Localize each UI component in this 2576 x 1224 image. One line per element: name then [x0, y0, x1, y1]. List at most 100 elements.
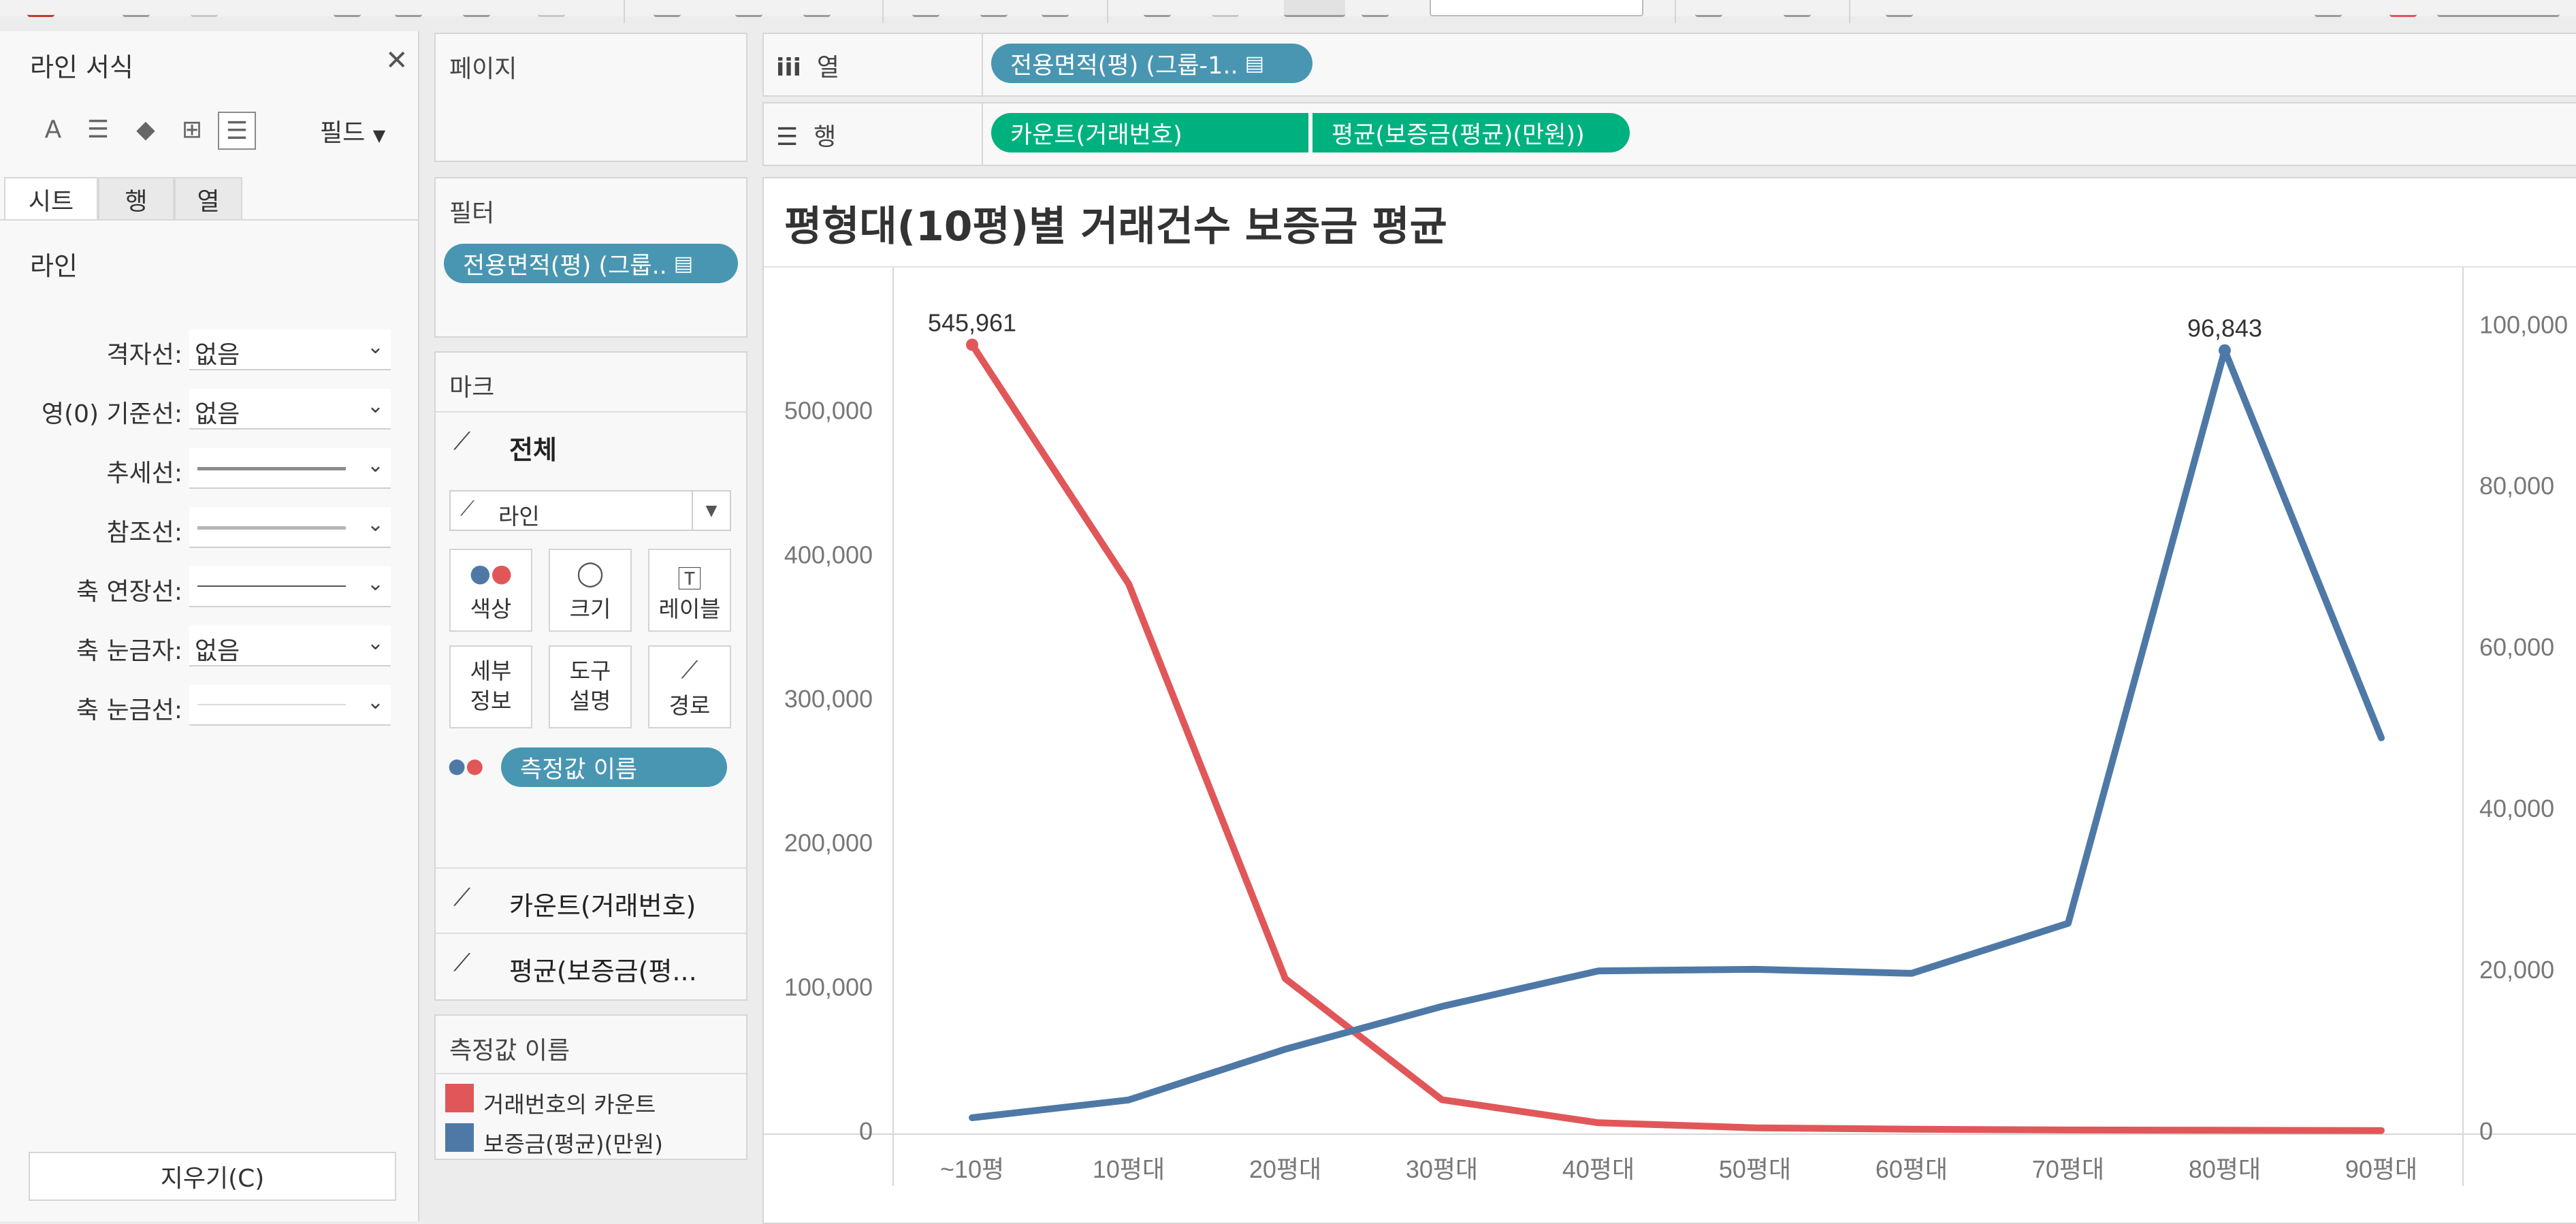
- sort-ascending-icon[interactable]: [980, 0, 1008, 17]
- data-label-marker[interactable]: [2219, 344, 2231, 357]
- lines-icon[interactable]: ☰: [218, 112, 256, 150]
- data-point[interactable]: [1283, 976, 1287, 981]
- rows-pill-label: 평균(보증금(평균)(만원)): [1332, 121, 1585, 149]
- line-mark-icon: ⟋: [460, 497, 474, 521]
- data-point[interactable]: [2066, 1127, 2070, 1132]
- duplicate-sheet-icon[interactable]: [735, 0, 762, 17]
- color-button[interactable]: ●● 색상: [449, 549, 532, 632]
- path-button[interactable]: ⟋ 경로: [648, 645, 731, 728]
- format-row-dropdown[interactable]: ⌄: [189, 448, 391, 489]
- tableau-logo-icon[interactable]: [27, 0, 54, 17]
- legend-title: 측정값 이름: [449, 1037, 570, 1065]
- borders-icon[interactable]: ⊞: [181, 115, 203, 144]
- fix-axes-icon[interactable]: [1784, 0, 1811, 17]
- data-point[interactable]: [1127, 581, 1131, 586]
- tooltip-icon[interactable]: [1886, 0, 1913, 17]
- format-row-dropdown[interactable]: ⌄: [189, 685, 391, 726]
- chart-title[interactable]: 평형대(10평)별 거래건수 보증금 평균: [784, 203, 1447, 251]
- new-sheet-icon[interactable]: [654, 0, 681, 17]
- field-dropdown[interactable]: 필드 ▼: [320, 113, 385, 148]
- pin-icon[interactable]: [1362, 0, 1389, 17]
- format-row-dropdown[interactable]: ⌄: [189, 566, 391, 607]
- alignment-icon[interactable]: ☰: [86, 115, 110, 144]
- legend-item-label[interactable]: 거래번호의 카운트: [483, 1091, 656, 1118]
- font-icon[interactable]: A: [44, 115, 62, 144]
- data-point[interactable]: [2379, 735, 2383, 740]
- format-row-dropdown[interactable]: 없음 ⌄: [189, 329, 391, 370]
- marks-count-label: 카운트(거래번호): [509, 891, 696, 921]
- new-datasource-icon[interactable]: [395, 0, 422, 17]
- clear-sheet-icon[interactable]: [803, 0, 831, 17]
- sort-descending-icon[interactable]: [1042, 0, 1069, 17]
- pause-icon[interactable]: [463, 0, 490, 17]
- group-icon[interactable]: [1212, 0, 1239, 17]
- mark-type-dropdown[interactable]: ⟋ 라인 ▼: [449, 490, 731, 531]
- fit-dropdown[interactable]: [1430, 0, 1643, 16]
- legend-swatch[interactable]: [445, 1084, 474, 1112]
- marks-count-row[interactable]: ⟋ 카운트(거래번호): [436, 867, 746, 933]
- run-update-icon[interactable]: [538, 0, 565, 17]
- detail-button[interactable]: 세부 정보: [449, 645, 532, 728]
- undo-icon[interactable]: [123, 0, 150, 17]
- data-label-marker[interactable]: [966, 338, 978, 351]
- x-tick-label: 10평대: [1093, 1155, 1165, 1183]
- top-toolbar: [0, 0, 2576, 23]
- presentation-icon[interactable]: [2315, 0, 2342, 17]
- data-point[interactable]: [1440, 1097, 1444, 1102]
- data-point[interactable]: [1283, 1047, 1287, 1052]
- tab-sheet[interactable]: 시트: [4, 177, 98, 221]
- marks-all-row[interactable]: ⟋ 전체: [436, 411, 746, 477]
- data-point[interactable]: [2066, 921, 2070, 926]
- data-point[interactable]: [970, 1115, 974, 1120]
- line-chart[interactable]: 0 100,000 200,000 300,000 400,000 500,000 0 20,…: [764, 178, 2576, 1220]
- show-me-icon[interactable]: [2389, 0, 2417, 17]
- marks-avg-row[interactable]: ⟋ 평균(보증금(평...: [436, 933, 746, 998]
- redo-icon[interactable]: [191, 0, 218, 17]
- size-button[interactable]: ◯ 크기: [549, 549, 632, 632]
- data-point[interactable]: [1596, 1121, 1600, 1125]
- format-row-dropdown[interactable]: ⌄: [189, 507, 391, 548]
- y-right-tick-label: 60,000: [2479, 633, 2554, 661]
- legend-swatch[interactable]: [445, 1123, 474, 1152]
- data-point[interactable]: [1596, 969, 1600, 973]
- tooltip-button[interactable]: 도구 설명: [549, 645, 632, 728]
- label-button[interactable]: 🅃 레이블: [648, 549, 731, 632]
- labels-icon[interactable]: [1695, 0, 1722, 17]
- series-line[interactable]: [969, 341, 2385, 1134]
- columns-shelf[interactable]: iii 열 전용면적(평) (그룹-1.. ▤: [762, 33, 2576, 97]
- clear-button[interactable]: 지우기(C): [29, 1152, 396, 1201]
- rows-shelf[interactable]: ☰ 행 카운트(거래번호) 평균(보증금(평균)(만원)): [762, 102, 2576, 166]
- rows-pill[interactable]: 평균(보증금(평균)(만원)): [1313, 113, 1630, 152]
- rows-shelf-title: ☰ 행: [776, 123, 837, 151]
- data-point[interactable]: [1910, 971, 1914, 976]
- data-point[interactable]: [2223, 1128, 2227, 1133]
- close-icon[interactable]: ✕: [385, 45, 408, 76]
- rows-pill[interactable]: 카운트(거래번호): [991, 113, 1308, 152]
- highlight-icon[interactable]: [1284, 0, 1345, 17]
- data-point[interactable]: [1910, 1127, 1914, 1131]
- data-point[interactable]: [1753, 967, 1757, 971]
- data-point[interactable]: [2379, 1128, 2383, 1133]
- shading-icon[interactable]: ◆: [136, 115, 155, 144]
- legend-item-label[interactable]: 보증금(평균)(만원): [483, 1131, 664, 1157]
- swap-icon[interactable]: [912, 0, 939, 17]
- series-line[interactable]: [969, 347, 2385, 1121]
- format-row-dropdown[interactable]: 없음 ⌄: [189, 626, 391, 666]
- tab-rows[interactable]: 행: [98, 177, 174, 221]
- tab-columns[interactable]: 열: [174, 177, 242, 221]
- y-right-tick-label: 100,000: [2479, 310, 2568, 338]
- pages-card[interactable]: 페이지: [434, 33, 747, 162]
- chevron-down-icon: ⌄: [366, 572, 384, 596]
- data-point[interactable]: [1440, 1004, 1444, 1009]
- filter-pill[interactable]: 전용면적(평) (그룹.. ▤: [444, 244, 738, 283]
- format-row-dropdown[interactable]: 없음 ⌄: [189, 389, 391, 430]
- totals-icon[interactable]: [1144, 0, 1171, 17]
- data-point[interactable]: [1127, 1097, 1131, 1102]
- y-right-tick-label: 40,000: [2479, 794, 2554, 822]
- show-me-label[interactable]: [2437, 0, 2560, 17]
- columns-pill[interactable]: 전용면적(평) (그룹-1.. ▤: [991, 44, 1313, 83]
- save-icon[interactable]: [334, 0, 361, 17]
- measure-names-pill[interactable]: 측정값 이름: [501, 747, 727, 787]
- filters-card[interactable]: 필터 전용면적(평) (그룹.. ▤: [434, 177, 747, 338]
- data-point[interactable]: [1753, 1125, 1757, 1130]
